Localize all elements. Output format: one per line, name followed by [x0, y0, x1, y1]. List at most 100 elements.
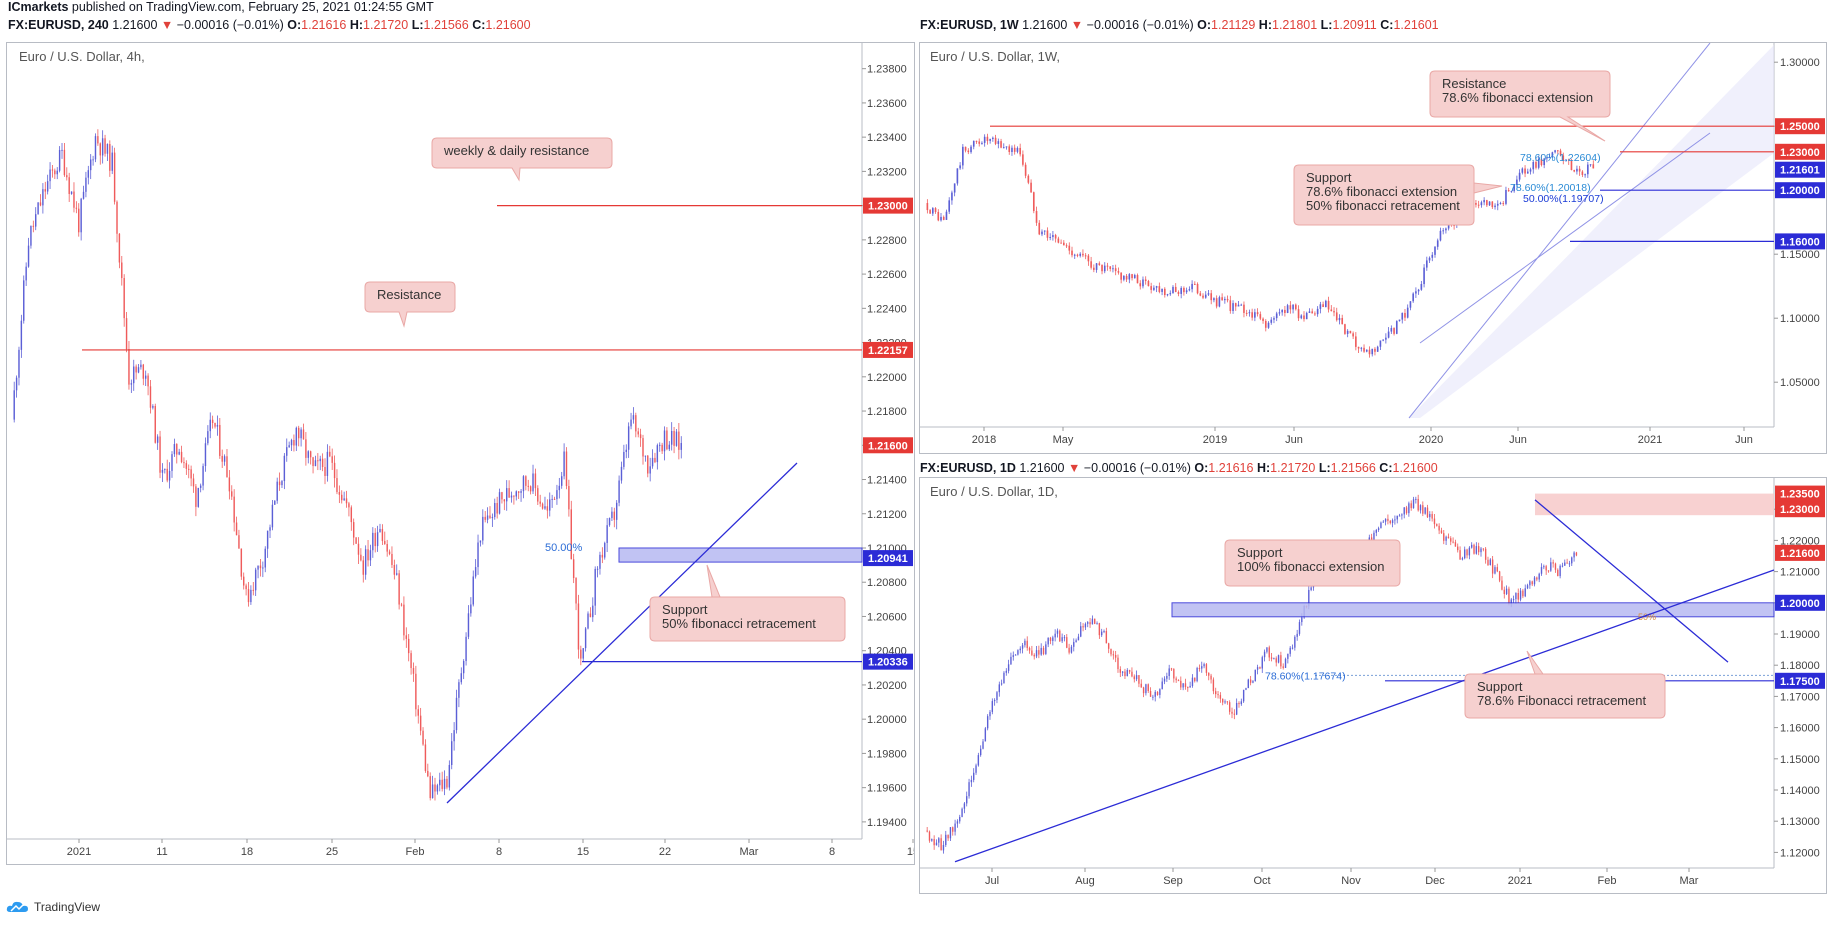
candle-body — [1286, 305, 1289, 313]
candle-body — [1533, 577, 1536, 585]
publisher-name[interactable]: ICmarkets — [8, 0, 69, 14]
candle-body — [1480, 202, 1483, 206]
candle-body — [956, 821, 959, 824]
candle-body — [30, 225, 32, 246]
candle-body — [1360, 347, 1363, 349]
candle-body — [1531, 581, 1533, 585]
tradingview-logo[interactable]: TradingView — [6, 900, 100, 914]
chart-4h[interactable]: 1.23800 1.23600 1.23400 1.23200 1.23000 1.228… — [7, 43, 919, 864]
candle-body — [1270, 657, 1273, 659]
candle-body — [1035, 650, 1038, 657]
y-tick-label: 1.19400 — [867, 817, 907, 829]
candle-body — [161, 469, 164, 473]
channel-upper-line — [1408, 42, 1711, 419]
candle-body — [379, 528, 381, 533]
candle-body — [1398, 319, 1401, 322]
candle-body — [1012, 655, 1014, 657]
candle-body — [970, 779, 973, 783]
candle-body — [1041, 231, 1043, 235]
chart-1w[interactable]: 1.30000 1.25000 1.20000 1.15000 1.10000 1.050… — [920, 42, 1826, 453]
candle-body — [565, 451, 568, 487]
callout-weekly-daily-resistance[interactable]: weekly & daily resistance — [431, 137, 613, 182]
candle-body — [1073, 642, 1075, 647]
candle-body — [329, 451, 331, 457]
price-label-badge — [1775, 233, 1825, 250]
publish-info: published on TradingView.com, February 2… — [68, 0, 434, 14]
candle-body — [1314, 313, 1316, 315]
candle-body — [1094, 618, 1096, 624]
candle-body — [1496, 203, 1499, 206]
candle-body — [604, 542, 606, 558]
price-label-text: 1.22157 — [868, 345, 908, 357]
candle-body — [235, 522, 238, 536]
callout-text: weekly & daily resistance — [443, 143, 589, 158]
candle-body — [1124, 671, 1126, 677]
candle-body — [171, 454, 173, 471]
candle-body — [1292, 304, 1294, 310]
candle-body — [1147, 684, 1149, 692]
candle-body — [996, 692, 998, 701]
candle-body — [75, 207, 78, 209]
candle-body — [1254, 669, 1256, 682]
callout-resistance[interactable]: Resistance — [364, 281, 456, 328]
candle-body — [400, 604, 403, 606]
callout-box — [649, 564, 846, 642]
chart-panel-4h[interactable]: 1.23800 1.23600 1.23400 1.23200 1.23000 1.228… — [6, 42, 919, 865]
candle-body — [309, 451, 312, 458]
candle-body — [403, 604, 405, 636]
candle-body — [953, 183, 956, 193]
candle-body — [128, 349, 130, 385]
candle-body — [1289, 647, 1291, 654]
price-label-text: 1.21600 — [1780, 548, 1820, 560]
candle-body — [190, 469, 192, 479]
candle-body — [1038, 650, 1040, 655]
candle-body — [1043, 230, 1046, 232]
candle-body — [1068, 647, 1070, 653]
candle-body — [1110, 648, 1112, 655]
candle-body — [135, 366, 137, 373]
candle-body — [1576, 168, 1578, 172]
chart-1d[interactable]: 1.23000 1.22000 1.21000 1.20000 1.19000 1.180… — [920, 478, 1826, 893]
candle-body — [116, 201, 118, 234]
candle-body — [470, 604, 472, 614]
candle-body — [1222, 698, 1224, 703]
candle-body — [1401, 514, 1403, 516]
candle-body — [1142, 279, 1144, 287]
callout-text: Support — [1306, 170, 1352, 185]
candle-body — [1559, 565, 1561, 577]
candle-body — [666, 430, 668, 450]
candle-body — [252, 589, 255, 591]
candle-body — [1412, 499, 1415, 509]
candle-body — [1457, 546, 1459, 551]
chart-panel-1w[interactable]: 1.30000 1.25000 1.20000 1.15000 1.10000 1.050… — [919, 42, 1827, 454]
candle-body — [659, 444, 661, 446]
candle-body — [1263, 651, 1266, 658]
candle-body — [1027, 175, 1030, 183]
candle-body — [479, 540, 482, 543]
symbol-line-1w: FX:EURUSD, 1W 1.21600 ▼ −0.00016 (−0.01%… — [920, 18, 1439, 32]
candle-body — [580, 649, 582, 659]
candle-body — [1119, 669, 1122, 673]
candle-body — [1177, 680, 1180, 682]
candle-body — [1196, 283, 1199, 294]
candle-body — [333, 462, 336, 479]
candle-body — [945, 834, 947, 846]
candle-body — [596, 568, 599, 570]
price-change: −0.00016 (−0.01%) — [176, 18, 284, 32]
candle-body — [140, 364, 142, 368]
candle-body — [630, 419, 632, 427]
candle-body — [1101, 265, 1103, 272]
candle-body — [1189, 685, 1191, 688]
candle-body — [97, 136, 99, 144]
candle-body — [1513, 185, 1515, 192]
fib-label: 50.00%(1.19707) — [1523, 193, 1604, 205]
candle-body — [1071, 250, 1073, 256]
candle-body — [1138, 675, 1140, 684]
candle-body — [56, 170, 58, 175]
chart-panel-1d[interactable]: 1.23000 1.22000 1.21000 1.20000 1.19000 1.180… — [919, 477, 1827, 894]
